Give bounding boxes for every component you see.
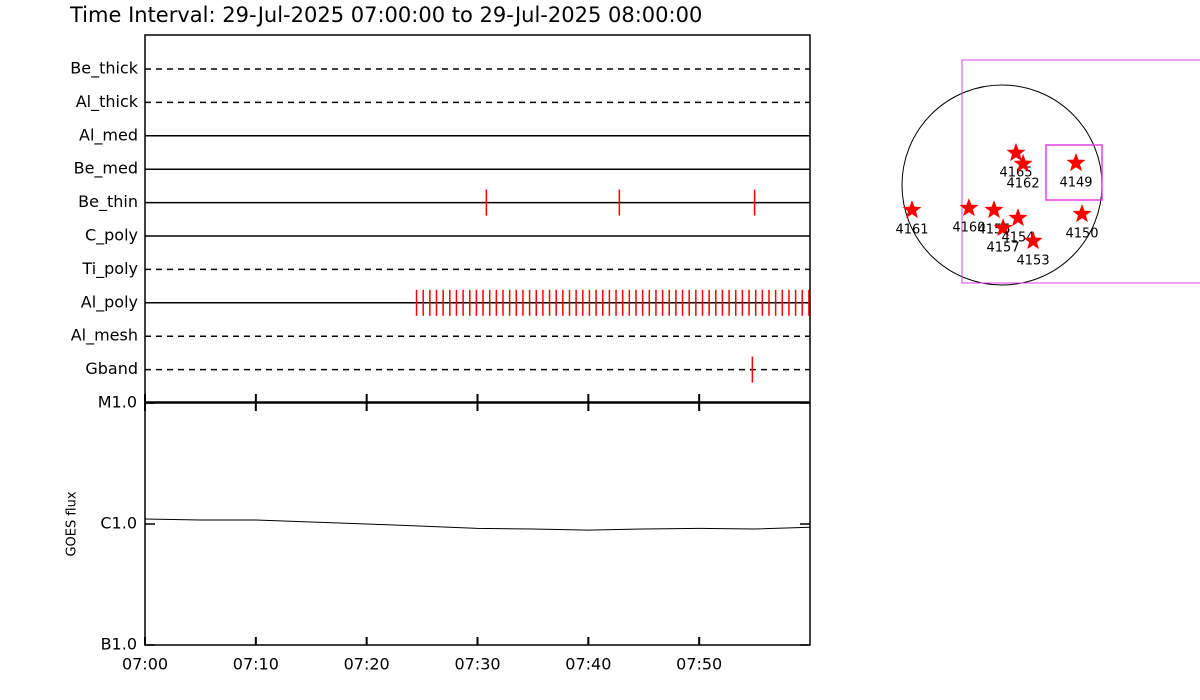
y-tick-label: M1.0	[98, 393, 137, 412]
region-marker	[1008, 208, 1028, 227]
region-marker	[1066, 153, 1086, 172]
region-marker	[1072, 204, 1092, 223]
region-label: 4162	[1007, 176, 1040, 191]
region-label: 4153	[1017, 254, 1050, 269]
timeline-frame	[144, 34, 811, 403]
filter-label: Be_thick	[70, 59, 138, 79]
filter-label: Be_thin	[78, 192, 138, 212]
region-label: 4160	[952, 221, 985, 236]
x-tick-label: 07:20	[344, 655, 390, 674]
filter-label: Al_med	[79, 125, 138, 145]
filter-label: Al_poly	[81, 292, 138, 312]
filter-label: Al_thick	[76, 92, 139, 112]
filter-label: C_poly	[85, 226, 138, 246]
chart-title: Time Interval: 29-Jul-2025 07:00:00 to 2…	[69, 3, 702, 27]
region-label: 4154	[1001, 231, 1034, 246]
goes-frame	[144, 402, 811, 646]
filter-label: Gband	[85, 359, 138, 378]
x-tick-label: 07:30	[454, 655, 500, 674]
fov-box	[1045, 144, 1103, 201]
x-tick-label: 07:00	[122, 655, 168, 674]
region-marker	[1013, 153, 1033, 172]
region-label: 4149	[1059, 176, 1092, 191]
goes-line	[144, 518, 811, 531]
region-label: 4161	[895, 223, 928, 238]
region-marker	[984, 200, 1004, 219]
region-marker	[959, 198, 979, 217]
filter-label: Be_med	[74, 159, 138, 179]
x-tick-label: 07:40	[565, 655, 611, 674]
filter-label: Ti_poly	[81, 259, 138, 279]
region-marker	[902, 200, 922, 219]
region-label: 4150	[1065, 227, 1098, 242]
region-marker	[1023, 231, 1043, 250]
region-marker	[1006, 143, 1026, 162]
y-axis-label: GOES flux	[65, 491, 80, 556]
region-label: 4157	[987, 241, 1020, 256]
x-tick-label: 07:50	[676, 655, 722, 674]
fov-box	[961, 59, 1200, 284]
filter-label: Al_mesh	[71, 326, 138, 346]
region-label: 4165	[999, 166, 1032, 181]
y-tick-label: B1.0	[101, 635, 137, 654]
y-tick-label: C1.0	[100, 514, 137, 533]
region-marker	[993, 218, 1013, 237]
x-tick-label: 07:10	[233, 655, 279, 674]
